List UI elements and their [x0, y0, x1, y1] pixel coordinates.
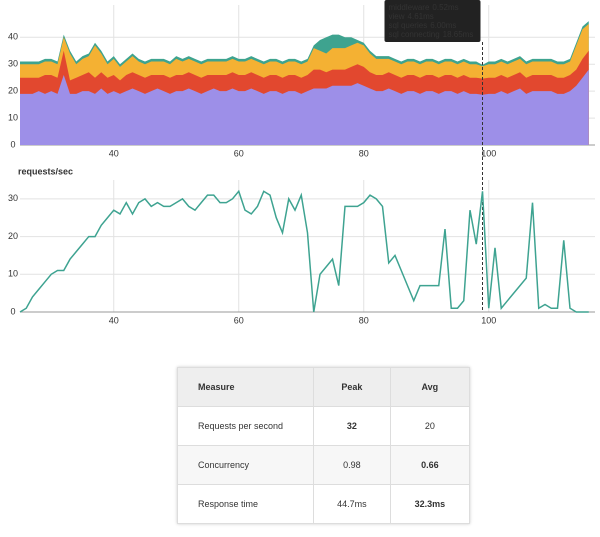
cell: Response time [177, 484, 314, 524]
line [19, 189, 589, 313]
x-tick-label: 40 [109, 148, 119, 158]
x-tick-label: 100 [481, 315, 496, 325]
cell: Requests per second [177, 406, 314, 446]
x-tick-label: 80 [359, 315, 369, 325]
cell: 32 [313, 406, 391, 446]
summary-table: Measure Peak Avg Requests per second 32 … [177, 367, 471, 524]
header-row: Measure Peak Avg [177, 367, 471, 407]
header-cell: Avg [389, 367, 471, 407]
y-tick-label: 20 [8, 231, 18, 241]
tooltip-name: middleware [389, 3, 430, 12]
header-cell: Measure [177, 367, 314, 407]
cell: 20 [389, 406, 471, 446]
tooltip-entry: middleware 0.52ms [389, 3, 459, 12]
y-tick-label: 40 [8, 32, 18, 42]
tooltip-value: 0.52ms [432, 3, 458, 12]
cell: 32.3ms [389, 484, 471, 524]
x-tick-label: 100 [481, 148, 496, 158]
tooltip-entry: view 4.61ms [389, 12, 434, 21]
x-tick-label: 80 [359, 148, 369, 158]
x-tick-label: 60 [234, 148, 244, 158]
x-tick-label: 60 [234, 315, 244, 325]
tooltip-value: 4.61ms [408, 12, 434, 21]
x-tick-label: 40 [109, 315, 119, 325]
cell: 0.66 [389, 445, 471, 485]
y-tick-label: 10 [8, 269, 18, 279]
header-cell: Peak [313, 367, 391, 407]
cell: 44.7ms [313, 484, 391, 524]
tooltip-value: 18.65ms [443, 30, 474, 39]
chart-title: requests/sec [18, 166, 73, 176]
tooltip-entry: sql connecting 18.65ms [389, 30, 474, 39]
y-tick-label: 30 [8, 193, 18, 203]
row: Requests per second 32 20 [177, 406, 471, 446]
y-tick-label: 10 [8, 112, 18, 122]
row: Response time 44.7ms 32.3ms [177, 484, 471, 524]
y-tick-label: 20 [8, 86, 18, 96]
y-tick-label: 0 [10, 306, 15, 316]
tooltip-name: sql connecting [389, 30, 440, 39]
cell: 0.98 [313, 445, 391, 485]
tooltip-entry: sql queries 6.00ms [389, 21, 457, 30]
area [20, 69, 589, 145]
tooltip-name: view [389, 12, 405, 21]
tooltip-value: 6.00ms [430, 21, 456, 30]
row: Concurrency 0.98 0.66 [177, 445, 471, 485]
y-tick-label: 0 [10, 139, 15, 149]
y-tick-label: 30 [8, 59, 18, 69]
cell: Concurrency [177, 445, 314, 485]
tooltip-box [384, 0, 481, 42]
tooltip-name: sql queries [389, 21, 428, 30]
